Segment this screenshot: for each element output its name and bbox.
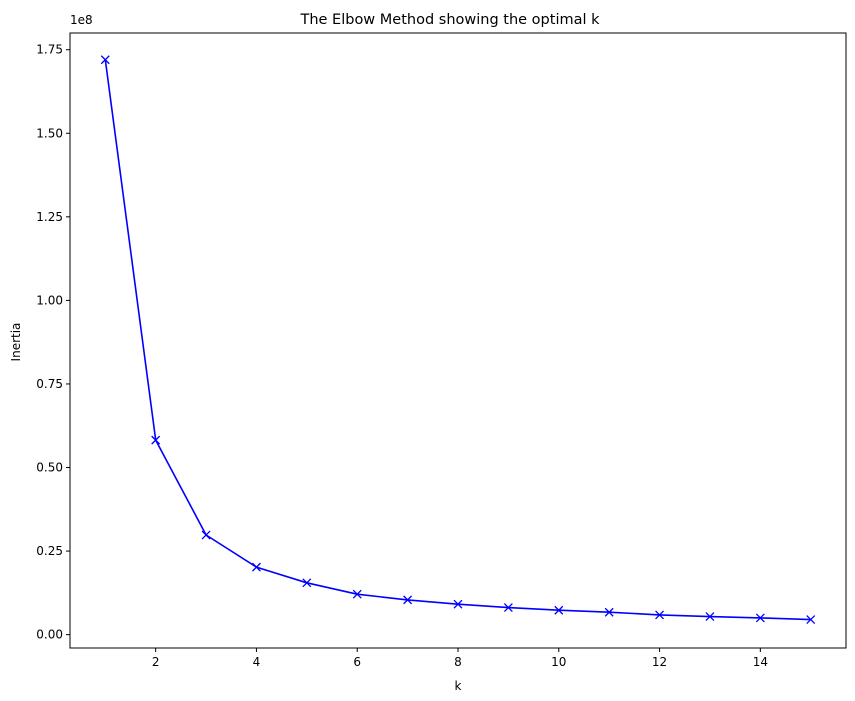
- x-tick-label: 4: [253, 655, 261, 669]
- data-point-marker: [302, 578, 312, 588]
- data-point-marker: [151, 435, 161, 445]
- data-point-marker: [352, 589, 362, 599]
- series-line: [104, 59, 811, 621]
- data-point-marker: [403, 595, 413, 605]
- y-tick-label: 1.00: [36, 293, 63, 307]
- y-tick-label: 1.75: [36, 43, 63, 57]
- y-offset-label: 1e8: [70, 13, 93, 27]
- y-tick-label: 0.50: [36, 461, 63, 475]
- y-tick-label: 1.25: [36, 210, 63, 224]
- x-tick-label: 14: [753, 655, 768, 669]
- data-point-marker: [201, 530, 211, 540]
- x-tick-label: 6: [353, 655, 361, 669]
- x-tick-label: 2: [152, 655, 160, 669]
- x-tick-label: 12: [652, 655, 667, 669]
- y-axis-label: Inertia: [9, 323, 23, 362]
- data-point-marker: [100, 55, 110, 65]
- y-tick-label: 1.50: [36, 126, 63, 140]
- y-tick-label: 0.75: [36, 377, 63, 391]
- data-point-marker: [655, 610, 665, 620]
- data-point-marker: [806, 615, 816, 625]
- data-point-marker: [503, 603, 513, 613]
- y-tick-label: 0.00: [36, 628, 63, 642]
- x-tick-label: 10: [551, 655, 566, 669]
- data-point-marker: [554, 605, 564, 615]
- series-layer: [100, 55, 816, 625]
- data-point-marker: [705, 612, 715, 622]
- x-axis-label: k: [455, 679, 462, 693]
- plot-frame: [69, 32, 847, 649]
- data-point-marker: [453, 599, 463, 609]
- data-point-marker: [755, 613, 765, 623]
- y-axis-ticks: 0.00 0.25 0.50 0.75 1.00 1.25 1.50 1.75: [36, 43, 70, 642]
- data-point-marker: [251, 562, 261, 572]
- data-point-marker: [604, 607, 614, 617]
- y-tick-label: 0.25: [36, 544, 63, 558]
- chart-title: The Elbow Method showing the optimal k: [299, 12, 600, 28]
- x-tick-label: 8: [454, 655, 462, 669]
- x-axis-ticks: 2 4 6 8 10 12 14: [152, 648, 768, 669]
